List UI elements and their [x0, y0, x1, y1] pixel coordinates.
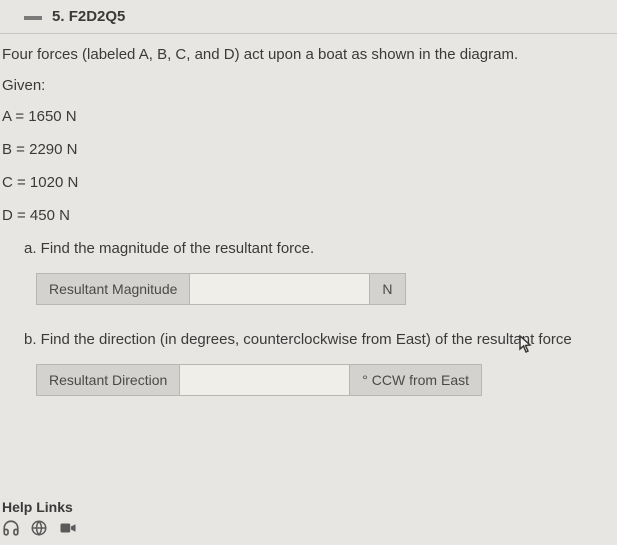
given-b: B = 2290 N — [0, 141, 617, 158]
magnitude-unit: N — [370, 273, 405, 305]
help-icons-row — [2, 519, 78, 537]
question-header: 5. F2D2Q5 — [0, 0, 617, 34]
part-a-label: a. Find the magnitude of the resultant f… — [0, 240, 617, 257]
given-c: C = 1020 N — [0, 174, 617, 191]
video-icon[interactable] — [58, 519, 78, 537]
help-links-section: Help Links — [2, 499, 78, 537]
given-a: A = 1650 N — [0, 108, 617, 125]
part-a-input-row: Resultant Magnitude N — [0, 273, 617, 305]
help-links-title: Help Links — [2, 499, 78, 515]
given-label: Given: — [0, 77, 617, 94]
cursor-icon — [518, 334, 534, 359]
question-number: 5. F2D2Q5 — [52, 8, 125, 25]
magnitude-label: Resultant Magnitude — [36, 273, 190, 305]
problem-statement: Four forces (labeled A, B, C, and D) act… — [0, 46, 617, 63]
headphones-icon[interactable] — [2, 519, 20, 537]
direction-input[interactable] — [180, 364, 350, 396]
direction-label: Resultant Direction — [36, 364, 180, 396]
direction-unit: ° CCW from East — [350, 364, 482, 396]
magnitude-input[interactable] — [190, 273, 370, 305]
part-b-input-row: Resultant Direction ° CCW from East — [0, 364, 617, 396]
globe-icon[interactable] — [30, 519, 48, 537]
collapse-marker — [24, 16, 42, 20]
given-d: D = 450 N — [0, 207, 617, 224]
